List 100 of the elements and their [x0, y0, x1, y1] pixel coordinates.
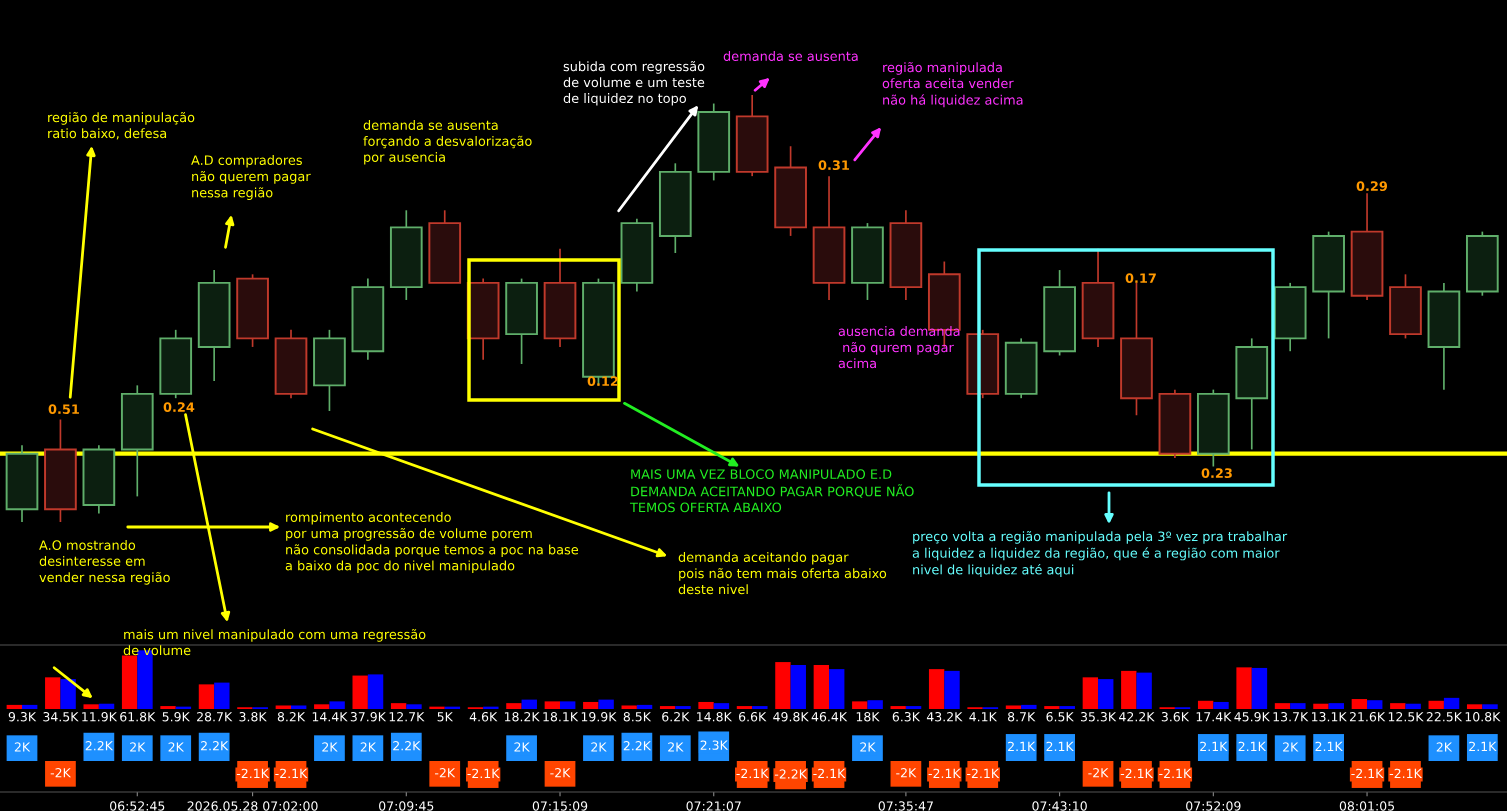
annotation: região de manipulação ratio baixo, defesa	[48, 112, 195, 140]
data-label: 2.2K	[623, 741, 652, 751]
x-tick-label: 6.5K	[1046, 712, 1074, 722]
bar	[406, 704, 422, 709]
bar	[1390, 703, 1406, 709]
bar	[1482, 704, 1498, 709]
data-label: 2.1K	[1046, 741, 1074, 751]
data-label: 2.3K	[700, 740, 729, 750]
bar	[736, 706, 753, 709]
bar	[1005, 705, 1022, 709]
x-tick-label: 42.2K	[1119, 712, 1155, 722]
x-tick-label: 14.8K	[697, 712, 733, 722]
bar	[790, 665, 806, 709]
bar	[829, 669, 845, 709]
bar	[22, 704, 38, 709]
bar	[583, 701, 599, 709]
x-tick-label: 3.8K	[239, 712, 267, 722]
text: demanda aceitando pagar pois não tem mais oferta abaixo deste nivel	[678, 552, 887, 595]
x-tick-label: 2026.05.28 07:02:00	[187, 801, 318, 811]
data-label: -2.1K	[813, 768, 846, 778]
bar	[621, 705, 637, 709]
x-tick-label: 18K	[856, 712, 880, 722]
annotation: 0.24	[163, 402, 195, 412]
annotation: rompimento acontecendo por uma progressão de volume porem não consolidada porque temos a poc na base a baixo da poc do nivel manipulado	[285, 512, 579, 573]
data-label: 2K	[14, 742, 31, 752]
bar	[83, 704, 99, 709]
bar	[1443, 697, 1460, 709]
data-label: -2.1K	[1159, 768, 1192, 778]
bar	[675, 706, 691, 709]
data-label: 2K	[322, 742, 338, 752]
data-label: -2.1K	[275, 768, 308, 778]
bar	[60, 679, 76, 709]
x-tick-label: 12.7K	[389, 712, 425, 722]
x-tick-label: 21.6K	[1349, 712, 1386, 722]
x-tick-label: 06:52:45	[110, 801, 165, 811]
x-tick-label: 10.8K	[1465, 712, 1501, 722]
bar	[1059, 706, 1075, 709]
x-tick-label: 07:21:07	[686, 801, 741, 811]
x-tick-label: 07:15:09	[532, 801, 588, 811]
x-tick-label: 5K	[437, 712, 454, 722]
x-tick-label: 8.5K	[623, 712, 652, 722]
bar	[1197, 700, 1214, 709]
data-label: 2.1K	[1469, 741, 1497, 751]
bar	[1082, 677, 1099, 709]
data-label: -2K	[896, 768, 917, 778]
x-tick-label: 07:43:10	[1032, 801, 1087, 811]
data-label: -2.1K	[1120, 768, 1154, 778]
bar	[560, 701, 576, 709]
bar	[160, 706, 176, 709]
bar	[852, 701, 868, 709]
bar	[1290, 703, 1306, 709]
x-tick-label: 4.6K	[469, 712, 498, 722]
annotation: MAIS UMA VEZ BLOCO MANIPULADO E.D DEMANDA ACEITANDO PAGAR PORQUE NÃO TEMOS OFERTA ABAIXO	[629, 469, 914, 513]
x-tick-label: 07:09:45	[379, 801, 434, 811]
x-tick-label: 28.7K	[197, 712, 233, 722]
data-label: 2K	[514, 742, 530, 752]
data-label: -2K	[50, 768, 72, 778]
data-label: 2K	[1436, 742, 1453, 752]
annotation: 0.17	[1125, 273, 1156, 283]
bar	[98, 703, 115, 709]
bar	[928, 669, 945, 709]
x-tick-label: 37.9K	[350, 712, 387, 722]
bar	[1098, 679, 1114, 709]
bar	[905, 706, 922, 709]
annotation: 0.23	[1201, 468, 1232, 478]
x-tick-label: 8.2K	[277, 712, 306, 722]
bar	[713, 703, 730, 709]
bar	[636, 704, 653, 709]
x-tick-label: 17.4K	[1196, 712, 1232, 722]
data-label: -2K	[550, 768, 571, 778]
data-label: 2K	[130, 742, 146, 752]
bar	[45, 677, 61, 709]
data-label: -2K	[435, 768, 456, 778]
bar	[352, 675, 368, 709]
bar	[698, 701, 714, 709]
bar	[329, 701, 345, 709]
annotation: A.D compradores não querem pagar nessa região	[191, 155, 311, 200]
bar	[198, 684, 215, 709]
data-label: 2.1K	[1315, 741, 1343, 751]
text: preço volta a região manipulada pela 3º vez pra trabalhar a liquidez a liquidez da região, que é a região com maior nivel de liquidez até aqui	[912, 531, 1288, 577]
x-tick-label: 45.9K	[1234, 712, 1271, 722]
annotation: demanda se ausenta forçando a desvalorização por ausencia	[363, 120, 532, 165]
bar	[275, 705, 292, 709]
x-tick-label: 12.5K	[1388, 712, 1424, 722]
bar	[1328, 703, 1344, 709]
data-label: 2K	[360, 742, 377, 752]
data-label: -2K	[1088, 768, 1109, 778]
x-tick-label: 4.1K	[969, 712, 998, 722]
bar	[1213, 701, 1229, 709]
bar	[775, 662, 791, 709]
data-label: 2K	[591, 742, 607, 752]
data-label: 2.1K	[1200, 741, 1228, 751]
bar	[1405, 703, 1421, 709]
x-tick-label: 13.1K	[1311, 712, 1347, 722]
x-tick-label: 9.3K	[8, 712, 37, 722]
bar	[1251, 667, 1268, 709]
x-tick-label: 46.4K	[811, 712, 848, 722]
annotation: 0.29	[1356, 181, 1388, 191]
bar	[1121, 670, 1137, 709]
bar	[367, 674, 384, 709]
